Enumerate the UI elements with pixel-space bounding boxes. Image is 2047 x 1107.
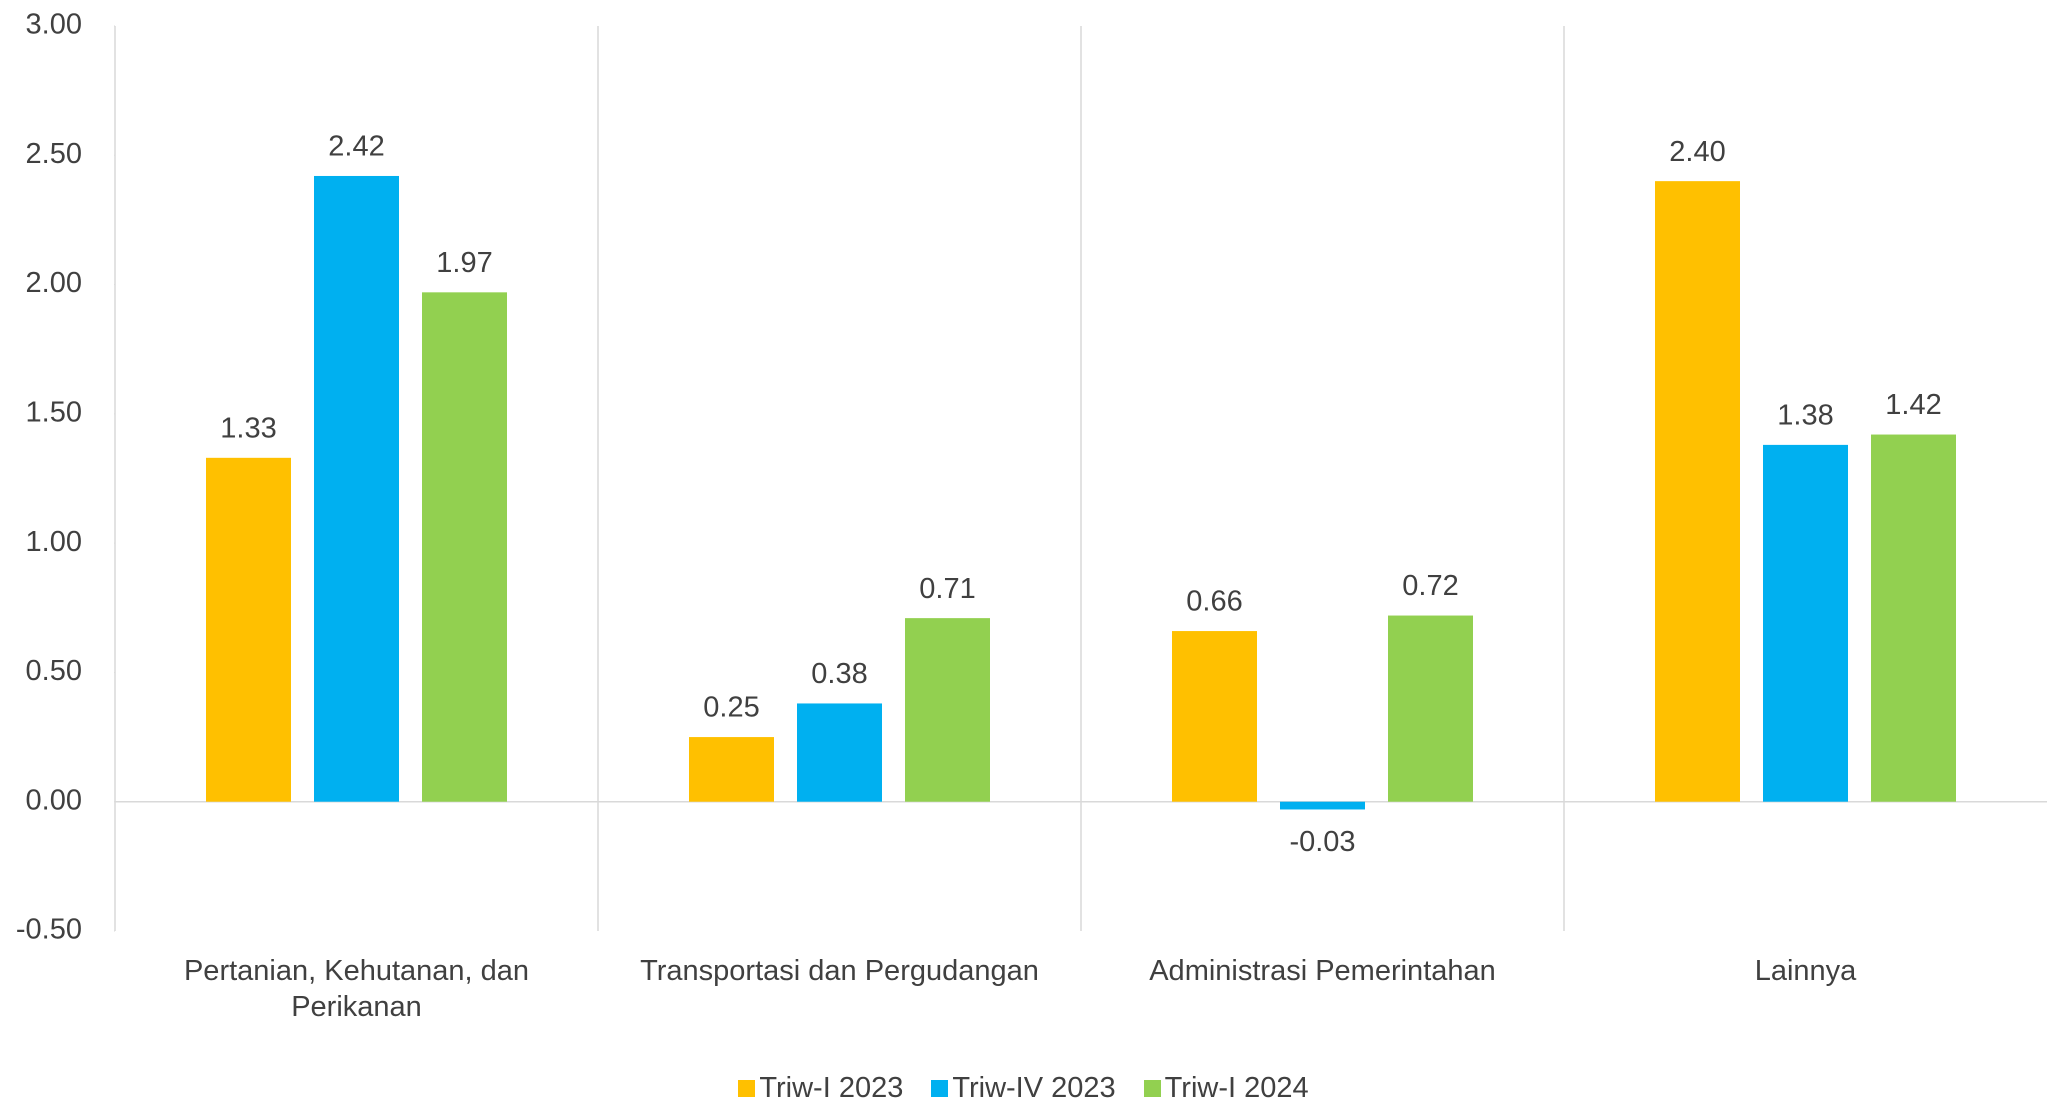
- bar: [422, 292, 507, 802]
- data-label: 0.25: [703, 692, 759, 724]
- data-label: 0.38: [811, 658, 867, 690]
- y-tick-label: 3.00: [26, 9, 82, 41]
- data-label: 1.38: [1777, 400, 1833, 432]
- bar: [314, 175, 399, 802]
- bar: [797, 703, 882, 802]
- bar: [1172, 631, 1257, 802]
- data-label: 1.97: [436, 247, 492, 279]
- y-tick-label: 1.50: [26, 397, 82, 429]
- bar: [1280, 801, 1365, 810]
- x-tick-label: Pertanian, Kehutanan, dan Perikanan: [183, 955, 530, 1023]
- data-label: 0.66: [1186, 586, 1242, 618]
- data-label: 0.72: [1402, 570, 1458, 602]
- legend-swatch: [1143, 1080, 1161, 1097]
- legend-item: Triw-I 2023: [738, 1072, 903, 1105]
- legend: Triw-I 2023 Triw-IV 2023 Triw-I 2024: [0, 1072, 2047, 1105]
- data-label: 2.42: [328, 131, 384, 163]
- data-label: 1.42: [1885, 389, 1941, 421]
- bar: [689, 737, 774, 802]
- y-tick-label: 2.50: [26, 138, 82, 170]
- legend-label: Triw-I 2024: [1164, 1072, 1309, 1104]
- y-tick-label: 2.00: [26, 267, 82, 299]
- data-label: 2.40: [1669, 136, 1725, 168]
- bar: [1655, 181, 1740, 802]
- y-tick-label: 0.00: [26, 784, 82, 816]
- bar: [1871, 434, 1956, 802]
- y-tick-label: 0.50: [26, 655, 82, 687]
- bar: [206, 457, 291, 802]
- data-label: -0.03: [1289, 826, 1355, 858]
- bar: [1763, 444, 1848, 802]
- legend-swatch: [738, 1080, 756, 1097]
- legend-label: Triw-IV 2023: [952, 1072, 1116, 1104]
- y-tick-label: 1.00: [26, 526, 82, 558]
- data-label: 1.33: [220, 412, 276, 444]
- x-tick-label: Transportasi dan Pergudangan: [640, 955, 1039, 987]
- data-label: 0.71: [919, 573, 975, 605]
- legend-swatch: [931, 1080, 949, 1097]
- y-tick-label: -0.50: [16, 914, 82, 946]
- legend-label: Triw-I 2023: [759, 1072, 904, 1104]
- x-tick-label: Administrasi Pemerintahan: [1149, 955, 1496, 987]
- legend-item: Triw-IV 2023: [931, 1072, 1116, 1105]
- legend-item: Triw-I 2024: [1143, 1072, 1309, 1105]
- bar: [905, 618, 990, 802]
- bar: [1388, 615, 1473, 802]
- x-tick-label: Lainnya: [1754, 955, 1857, 987]
